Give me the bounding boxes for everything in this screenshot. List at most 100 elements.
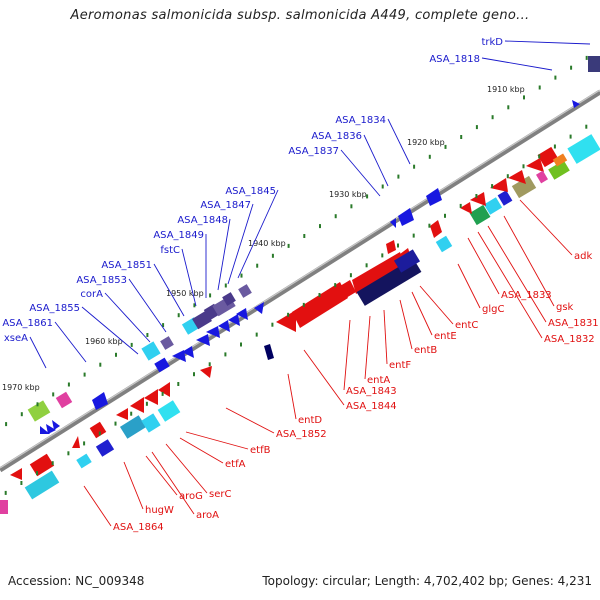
gene-feature-asa1853[interactable] bbox=[160, 336, 174, 350]
forward-label-asa-1836[interactable]: ASA_1836 bbox=[311, 131, 389, 187]
gene-feature[interactable] bbox=[535, 170, 549, 184]
gene-feature-glgc[interactable] bbox=[430, 220, 442, 238]
reverse-label-asa-1864[interactable]: ASA_1864 bbox=[83, 485, 164, 533]
gene-label[interactable]: entF bbox=[389, 360, 411, 371]
gene-label[interactable]: ASA_1852 bbox=[276, 429, 327, 440]
gene-label[interactable]: ASA_1834 bbox=[335, 115, 386, 126]
forward-label-asa-1837[interactable]: ASA_1837 bbox=[288, 146, 381, 197]
reverse-gene-labels[interactable]: adkgskASA_1831ASA_1832ASA_1833glgCentCen… bbox=[83, 199, 599, 533]
gene-feature[interactable] bbox=[548, 160, 570, 180]
reverse-label-glgc[interactable]: glgC bbox=[457, 263, 504, 315]
reverse-label-entd[interactable]: entD bbox=[287, 373, 322, 426]
gene-feature-enta[interactable] bbox=[393, 249, 421, 273]
gene-feature-entb[interactable] bbox=[352, 252, 404, 294]
forward-label-cora[interactable]: corA bbox=[80, 289, 151, 343]
gene-label[interactable]: ASA_1832 bbox=[544, 334, 595, 345]
forward-label-asa-1853[interactable]: ASA_1853 bbox=[76, 275, 167, 333]
gene-label[interactable]: ASA_1818 bbox=[429, 54, 480, 65]
forward-label-asa-1834[interactable]: ASA_1834 bbox=[335, 115, 411, 165]
gene-feature[interactable] bbox=[200, 366, 212, 378]
gene-label[interactable]: ASA_1844 bbox=[346, 401, 397, 412]
gene-label[interactable]: entA bbox=[367, 375, 390, 386]
reverse-label-etfa[interactable]: etfA bbox=[179, 437, 246, 470]
reverse-label-gsk[interactable]: gsk bbox=[503, 215, 574, 313]
gene-feature[interactable] bbox=[236, 308, 248, 320]
gene-label[interactable]: ASA_1843 bbox=[346, 386, 397, 397]
reverse-label-asa-1832[interactable]: ASA_1832 bbox=[477, 231, 595, 345]
gene-label[interactable]: ASA_1855 bbox=[29, 303, 80, 314]
gene-feature[interactable] bbox=[144, 389, 158, 405]
gene-feature-fstc[interactable] bbox=[192, 310, 212, 330]
forward-label-fstc[interactable]: fstC bbox=[160, 245, 197, 307]
gene-label[interactable]: glgC bbox=[482, 304, 504, 315]
reverse-label-entb[interactable]: entB bbox=[399, 299, 437, 356]
reverse-label-asa-1844[interactable]: ASA_1844 bbox=[303, 349, 397, 412]
gene-feature[interactable] bbox=[218, 320, 230, 332]
forward-label-asa-1818[interactable]: ASA_1818 bbox=[429, 54, 553, 71]
gene-feature[interactable] bbox=[29, 453, 55, 477]
gene-feature[interactable] bbox=[435, 235, 453, 253]
gene-feature-asa1837[interactable] bbox=[390, 218, 396, 228]
gene-label[interactable]: ASA_1853 bbox=[76, 275, 127, 286]
gene-label[interactable]: ASA_1851 bbox=[101, 260, 152, 271]
gene-feature-asa1818[interactable] bbox=[572, 100, 580, 108]
gene-label[interactable]: adk bbox=[574, 251, 592, 262]
gene-feature[interactable] bbox=[469, 204, 491, 226]
gene-label[interactable]: ASA_1848 bbox=[177, 215, 228, 226]
reverse-label-aroa[interactable]: aroA bbox=[151, 451, 219, 521]
gene-feature-asa1852[interactable] bbox=[276, 310, 296, 332]
reverse-label-entc[interactable]: entC bbox=[419, 285, 478, 331]
gene-feature-asa1861[interactable] bbox=[55, 391, 73, 409]
gene-label[interactable]: corA bbox=[80, 289, 103, 300]
gene-feature[interactable] bbox=[130, 397, 144, 413]
gene-feature[interactable] bbox=[567, 134, 600, 164]
gene-label[interactable]: ASA_1837 bbox=[288, 146, 339, 157]
reverse-label-ente[interactable]: entE bbox=[411, 291, 457, 342]
gene-feature[interactable] bbox=[119, 415, 147, 439]
gene-feature-asa1834[interactable] bbox=[426, 188, 442, 206]
gene-label[interactable]: aroG bbox=[179, 491, 203, 502]
gene-feature-asa1845[interactable] bbox=[254, 302, 264, 314]
gene-feature[interactable] bbox=[552, 153, 568, 167]
gene-features[interactable] bbox=[0, 56, 600, 514]
gene-label[interactable]: hugW bbox=[145, 505, 174, 516]
gene-feature-xsea[interactable] bbox=[27, 400, 51, 422]
gene-label[interactable]: entD bbox=[298, 415, 322, 426]
gene-feature[interactable] bbox=[116, 408, 128, 420]
gene-label[interactable]: ASA_1864 bbox=[113, 522, 164, 533]
gene-label[interactable]: etfB bbox=[250, 445, 271, 456]
reverse-label-arog[interactable]: aroG bbox=[145, 455, 203, 502]
gene-label[interactable]: ASA_1836 bbox=[311, 131, 362, 142]
reverse-label-enta[interactable]: entA bbox=[364, 315, 390, 386]
gene-feature[interactable] bbox=[95, 439, 115, 457]
gene-feature[interactable] bbox=[172, 350, 186, 362]
gene-feature-asa1848[interactable] bbox=[222, 292, 236, 306]
reverse-label-asa-1852[interactable]: ASA_1852 bbox=[225, 407, 327, 440]
gene-feature-asa1855[interactable] bbox=[92, 392, 108, 410]
forward-label-asa-1847[interactable]: ASA_1847 bbox=[200, 200, 254, 285]
gene-label[interactable]: gsk bbox=[556, 302, 574, 313]
reverse-label-entf[interactable]: entF bbox=[383, 309, 411, 371]
gene-feature-cora[interactable] bbox=[141, 341, 161, 361]
gene-label[interactable]: serC bbox=[209, 489, 231, 500]
gene-feature-gsk[interactable] bbox=[537, 146, 559, 168]
gene-feature-trkd[interactable] bbox=[588, 56, 600, 72]
gene-feature[interactable] bbox=[0, 500, 8, 514]
gene-feature-entd[interactable] bbox=[264, 344, 274, 360]
gene-feature[interactable] bbox=[483, 197, 503, 215]
gene-feature-entc[interactable] bbox=[386, 240, 396, 254]
forward-label-asa-1861[interactable]: ASA_1861 bbox=[2, 318, 87, 363]
gene-feature[interactable] bbox=[490, 178, 508, 192]
gene-feature[interactable] bbox=[196, 334, 210, 346]
gene-label[interactable]: entC bbox=[455, 320, 478, 331]
reverse-label-asa-1833[interactable]: ASA_1833 bbox=[467, 237, 552, 301]
reverse-label-asa-1843[interactable]: ASA_1843 bbox=[343, 319, 397, 397]
gene-feature-asa1836[interactable] bbox=[398, 208, 414, 226]
gene-feature[interactable] bbox=[460, 202, 472, 214]
gene-label[interactable]: ASA_1849 bbox=[153, 230, 204, 241]
gene-label[interactable]: xseA bbox=[4, 333, 28, 344]
gene-feature[interactable] bbox=[76, 453, 92, 469]
gene-feature[interactable] bbox=[511, 175, 537, 199]
forward-label-asa-1855[interactable]: ASA_1855 bbox=[29, 303, 139, 355]
